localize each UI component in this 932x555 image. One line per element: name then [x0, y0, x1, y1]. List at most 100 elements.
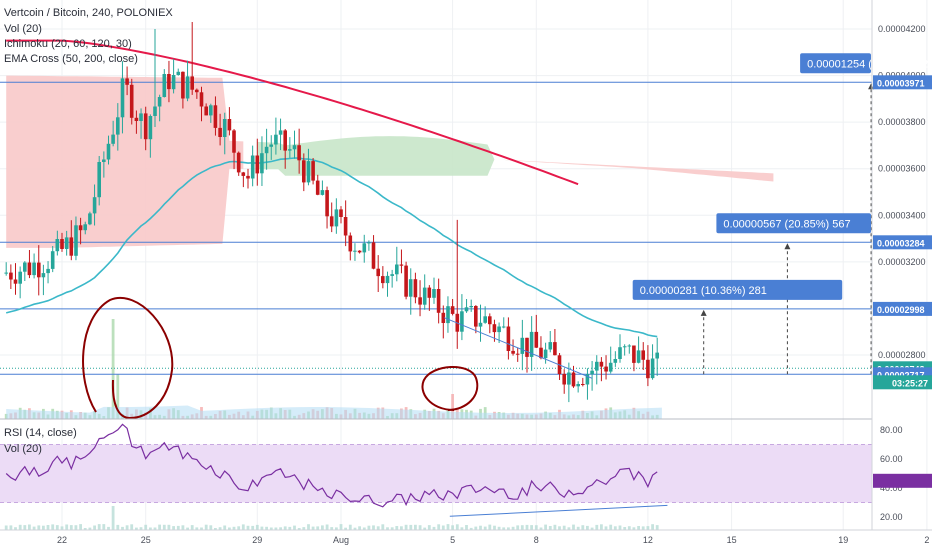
price-trendline[interactable] [444, 317, 593, 379]
candle-body [190, 76, 194, 90]
rsi-vol-bar [144, 524, 148, 530]
rsi-vol-bar [97, 524, 101, 530]
candle-body [599, 361, 604, 367]
candle-body [567, 372, 571, 385]
candle-body [525, 337, 529, 357]
candle [227, 107, 232, 136]
measure-label-2: 0.00000281 (10.36%) 281 [640, 285, 767, 297]
annotations[interactable] [82, 297, 593, 420]
rsi-vol-bar [469, 527, 473, 530]
candle-body [618, 347, 622, 359]
rsi-vol-bar [28, 524, 31, 530]
candle-body [27, 262, 32, 276]
candle [329, 202, 334, 233]
rsi-trendline[interactable] [449, 504, 668, 517]
candle [255, 138, 260, 186]
candle [55, 230, 60, 256]
rsi-vol-bar [135, 527, 138, 530]
measure-label-box-1[interactable] [716, 213, 871, 234]
rsi-vol-bar [655, 525, 659, 530]
measure-label-box-2[interactable] [632, 279, 843, 300]
rsi-axis[interactable]: 80.00 60.00 40.00 20.00 [873, 425, 932, 522]
candle [553, 329, 557, 356]
candle-body [111, 134, 115, 144]
rsi-vol-bar [102, 524, 106, 530]
candle [353, 243, 357, 261]
candle-body [529, 331, 534, 357]
candle [422, 274, 427, 310]
candle-body [511, 350, 515, 354]
candle [334, 198, 339, 234]
candle-body [427, 287, 432, 298]
ema50-line [5, 157, 658, 338]
candle-body [106, 143, 111, 160]
price-tick-label: 0.00002800 [878, 350, 926, 360]
volume-bar [451, 394, 454, 419]
candle [246, 168, 250, 189]
rsi-vol-bar [325, 524, 329, 530]
rsi-vol-bar [595, 524, 599, 530]
rsi-vol-bar [520, 525, 524, 530]
cloud-segment-0 [6, 75, 244, 248]
candle [650, 344, 655, 380]
rsi-vol-bar [623, 527, 627, 530]
candle [408, 268, 413, 315]
candle-body [343, 217, 348, 236]
candle-body [469, 306, 473, 308]
rsi-vol-bar [307, 524, 310, 530]
rsi-vol-bar [386, 527, 389, 530]
candle [571, 365, 576, 388]
rsi-vol-bar [246, 525, 250, 530]
rsi-vol-bar [460, 527, 464, 530]
candle-body [492, 324, 497, 333]
candle-body [576, 384, 580, 387]
rsi-vol-bar [618, 525, 622, 530]
volume-bar [111, 319, 115, 419]
candle-body [562, 373, 566, 385]
candle-body [329, 216, 334, 227]
candle [576, 381, 580, 393]
candle-body [581, 384, 585, 385]
time-axis[interactable]: 22 25 29 Aug 5 8 12 15 19 2 [57, 535, 929, 545]
candle-body [41, 273, 46, 278]
rsi-vol-bar [297, 528, 301, 530]
rsi-vol-bar [158, 524, 161, 530]
candle [46, 261, 50, 284]
measure-label-0: 0.00001254 (46.14%) 125 [807, 58, 932, 70]
annotation-circle-divergence[interactable] [421, 365, 479, 411]
rsi-vol-bar [46, 525, 50, 530]
candle [404, 261, 408, 300]
candle [497, 322, 501, 343]
price-badge-2[interactable] [873, 301, 932, 316]
candle-body [446, 306, 450, 324]
candle-body [506, 326, 511, 351]
rsi-vol-bar [302, 527, 306, 530]
countdown-badge [873, 375, 932, 390]
price-badge-0[interactable] [873, 75, 932, 90]
candle-body [176, 71, 181, 75]
measure-label-box-0[interactable] [800, 53, 871, 74]
candle [222, 112, 227, 155]
candle-body [213, 105, 218, 128]
price-axis[interactable]: 0.000042000.000040000.000038000.00003600… [873, 24, 932, 390]
rsi-vol-bar [316, 526, 320, 530]
measurement-tools[interactable]: 0.00001254 (46.14%) 125 0.00000567 (20.85… [632, 53, 932, 375]
candle [543, 342, 548, 364]
candle [157, 94, 162, 122]
candle-body [413, 279, 418, 298]
candle-body [315, 180, 320, 195]
measure-arrow-head-0 [868, 83, 875, 90]
rsi-vol-bar [483, 526, 487, 530]
candle-body [153, 106, 157, 116]
annotation-circle-volume[interactable] [82, 297, 174, 420]
candle-body [64, 237, 69, 249]
candle-body [418, 297, 422, 305]
rsi-vol-bar [265, 526, 268, 530]
rsi-vol-bar [646, 526, 650, 530]
price-badge-1[interactable] [873, 235, 932, 250]
ichimoku-cloud [6, 75, 774, 248]
rsi-vol-bar [423, 527, 427, 530]
rsi-vol-bar [335, 527, 338, 530]
